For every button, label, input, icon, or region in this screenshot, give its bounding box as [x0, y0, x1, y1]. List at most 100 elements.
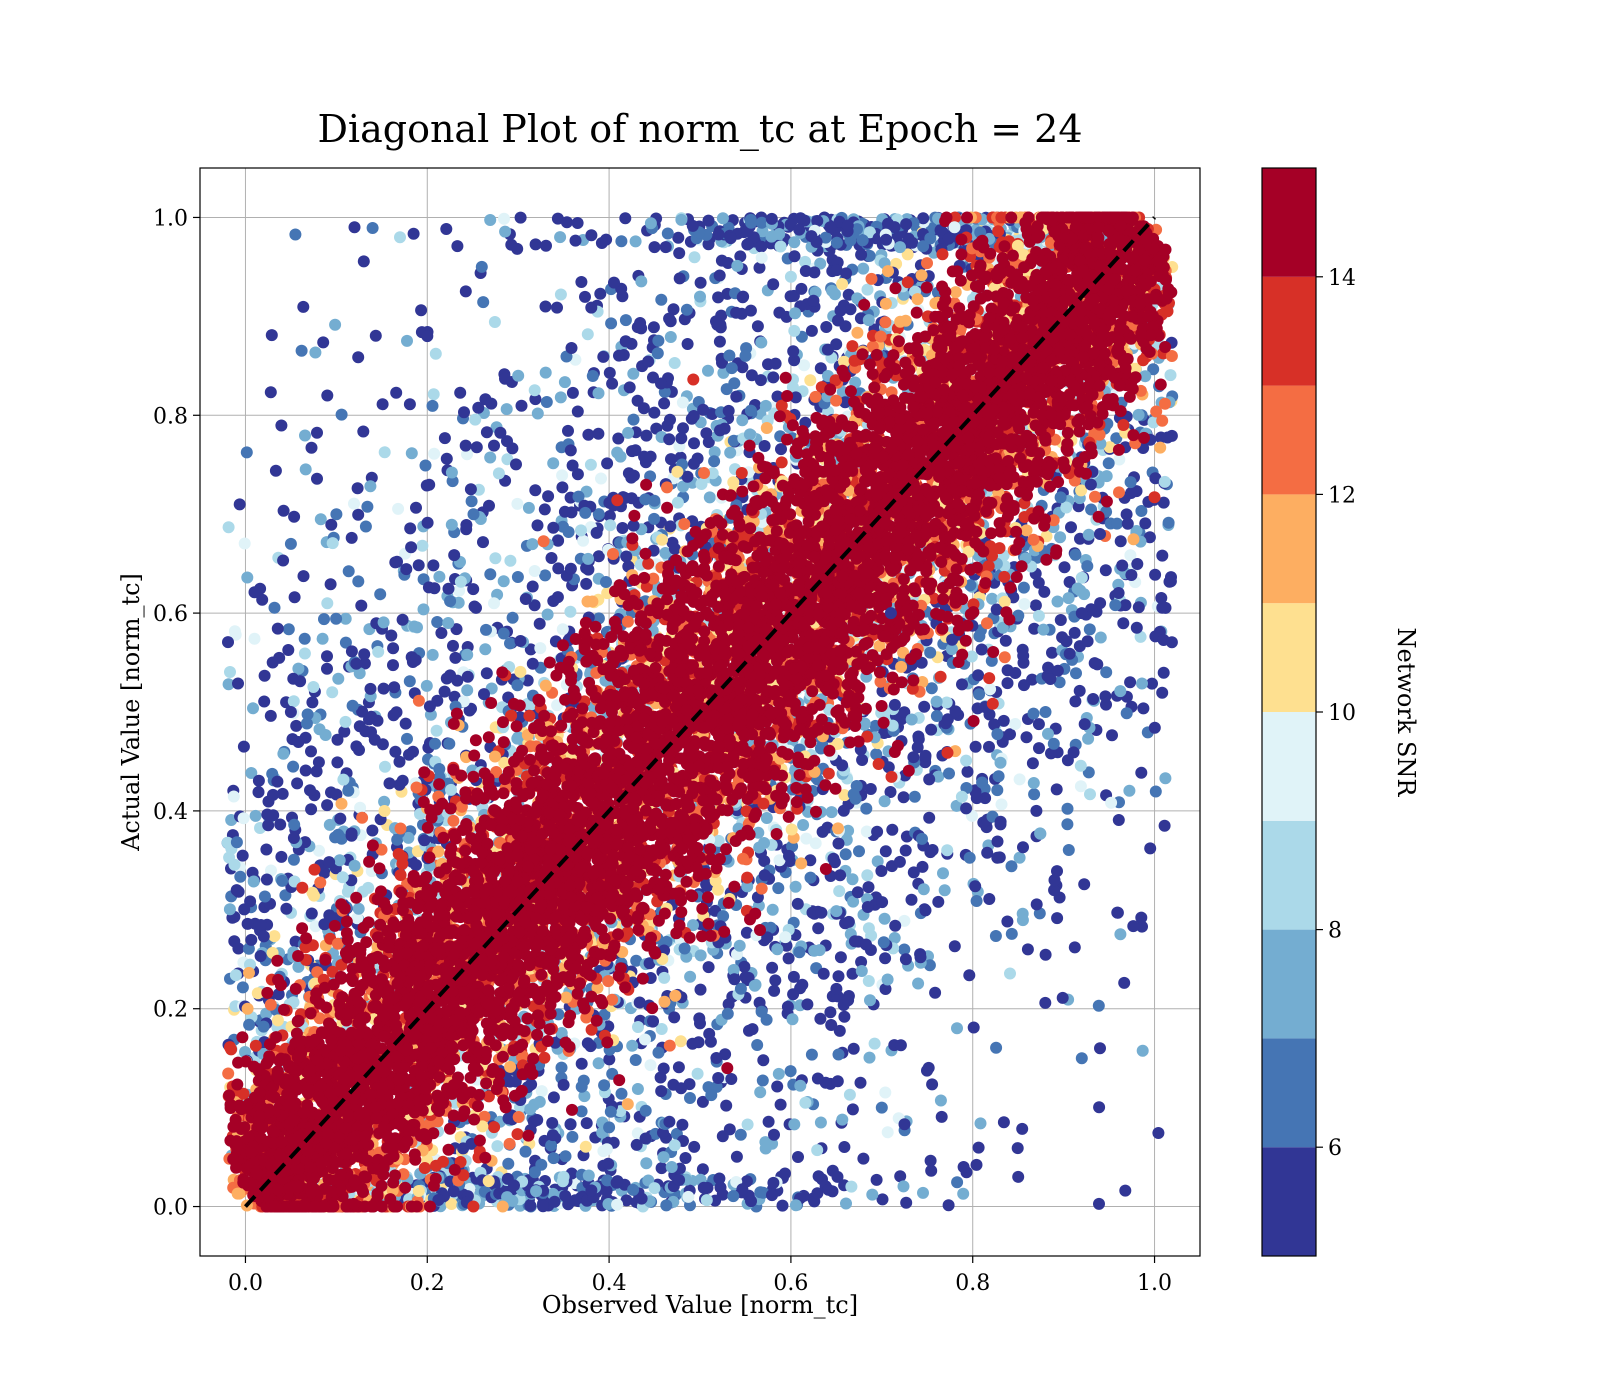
- data-point: [600, 233, 613, 246]
- data-point: [331, 756, 344, 769]
- data-point: [418, 834, 431, 847]
- data-point: [889, 919, 902, 932]
- data-point: [600, 1143, 613, 1156]
- data-point: [899, 953, 912, 966]
- data-point: [1060, 501, 1073, 514]
- data-point: [533, 617, 546, 630]
- data-point: [830, 905, 843, 918]
- data-point: [317, 336, 330, 349]
- data-point: [611, 1198, 624, 1211]
- data-point: [557, 1078, 570, 1091]
- data-point: [696, 1163, 709, 1176]
- data-point: [405, 541, 418, 554]
- data-point: [917, 1186, 929, 1199]
- data-point: [260, 843, 273, 856]
- data-point: [974, 1117, 987, 1130]
- data-point: [267, 809, 280, 822]
- data-point: [408, 620, 421, 633]
- data-point: [546, 1129, 559, 1142]
- data-point: [258, 695, 271, 708]
- data-point: [277, 747, 290, 760]
- data-point: [846, 1103, 859, 1116]
- data-point: [529, 238, 542, 251]
- data-point: [1164, 369, 1177, 382]
- data-point: [554, 391, 567, 404]
- data-point: [354, 801, 367, 814]
- data-point: [861, 869, 874, 882]
- data-point: [705, 1089, 718, 1102]
- data-point: [348, 859, 361, 872]
- data-point: [807, 294, 820, 307]
- data-point: [1144, 842, 1157, 855]
- data-point: [559, 1189, 572, 1202]
- data-point: [494, 426, 507, 439]
- data-point: [677, 422, 689, 435]
- data-point: [282, 644, 295, 656]
- data-point: [970, 895, 983, 907]
- data-point: [430, 724, 443, 737]
- data-point: [288, 818, 301, 831]
- data-point: [488, 316, 501, 328]
- data-point: [908, 790, 921, 803]
- data-point: [1029, 599, 1042, 612]
- data-point: [305, 745, 317, 758]
- data-point: [554, 231, 567, 244]
- data-point: [1074, 780, 1087, 793]
- data-point: [514, 635, 527, 647]
- data-point: [758, 440, 771, 452]
- data-point: [1125, 569, 1138, 581]
- data-point: [575, 1080, 588, 1093]
- data-point: [514, 211, 527, 224]
- data-point: [900, 218, 913, 231]
- data-point: [551, 301, 563, 314]
- data-point: [655, 293, 668, 306]
- data-point: [932, 895, 945, 908]
- data-point: [795, 282, 808, 295]
- data-point: [234, 870, 247, 883]
- data-point: [941, 844, 954, 857]
- data-point: [602, 1157, 615, 1170]
- data-point: [668, 542, 681, 555]
- data-point: [1137, 702, 1150, 715]
- data-point: [497, 627, 510, 640]
- data-point: [421, 516, 434, 529]
- data-point: [541, 608, 554, 621]
- data-point: [1033, 907, 1046, 920]
- data-point: [642, 355, 655, 368]
- data-point: [1028, 622, 1041, 635]
- data-point: [342, 565, 355, 578]
- data-point: [299, 764, 312, 777]
- data-point: [506, 611, 519, 624]
- data-point: [713, 269, 726, 282]
- data-point: [1068, 941, 1081, 954]
- data-point: [260, 873, 273, 886]
- data-point: [917, 883, 930, 896]
- data-point: [815, 906, 828, 919]
- data-point: [866, 1188, 879, 1201]
- data-point: [1030, 898, 1043, 911]
- data-point: [673, 1174, 686, 1186]
- data-point: [350, 657, 363, 670]
- data-point: [766, 961, 779, 974]
- data-point: [657, 1062, 670, 1075]
- data-point: [633, 996, 646, 1009]
- data-point: [860, 938, 872, 951]
- data-point: [350, 740, 363, 753]
- data-point: [581, 328, 594, 341]
- data-point: [556, 481, 569, 494]
- data-point: [326, 686, 339, 699]
- data-point: [470, 441, 483, 454]
- data-point: [268, 601, 281, 614]
- data-point: [768, 984, 781, 997]
- data-point: [663, 1115, 676, 1128]
- data-point: [428, 582, 441, 595]
- data-point: [488, 439, 500, 452]
- data-point: [1093, 1101, 1106, 1114]
- data-point: [1038, 585, 1051, 598]
- data-point: [440, 452, 453, 465]
- data-point: [566, 459, 579, 472]
- data-point: [1062, 844, 1075, 856]
- data-point: [355, 599, 368, 612]
- data-point: [590, 526, 603, 539]
- data-point: [772, 882, 785, 895]
